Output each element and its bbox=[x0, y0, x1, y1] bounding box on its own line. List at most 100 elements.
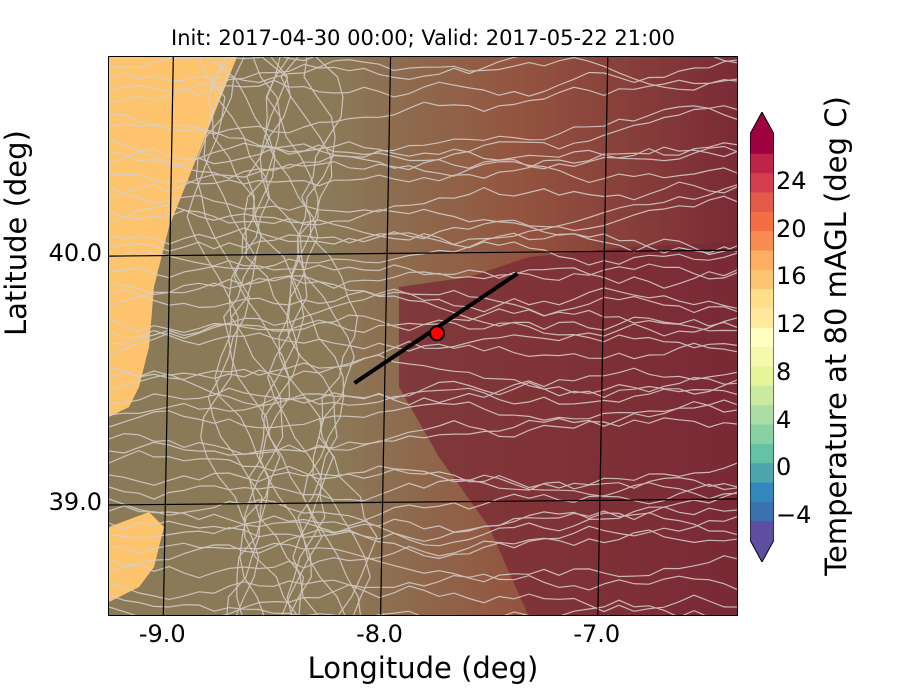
contour-line bbox=[109, 288, 737, 331]
contour-line bbox=[109, 317, 737, 380]
colorbar-segment bbox=[750, 482, 774, 502]
contour-line bbox=[109, 573, 737, 601]
contour-line bbox=[109, 476, 737, 502]
contour-line bbox=[109, 288, 737, 345]
colorbar-segment bbox=[750, 520, 774, 541]
contour-line bbox=[109, 319, 737, 356]
contour-line bbox=[109, 529, 737, 579]
contour-line bbox=[109, 105, 737, 179]
colorbar-segment bbox=[750, 404, 774, 425]
contour-line bbox=[109, 367, 737, 407]
contour-line bbox=[233, 57, 305, 615]
contour-line bbox=[246, 57, 323, 615]
plot-title: Init: 2017-04-30 00:00; Valid: 2017-05-2… bbox=[171, 26, 675, 50]
contour-line bbox=[109, 263, 737, 296]
colorbar-tick-label: 12 bbox=[776, 310, 807, 339]
contour-line bbox=[109, 154, 737, 200]
colorbar bbox=[750, 112, 774, 562]
colorbar-label: Temperature at 80 mAGL (deg C) bbox=[819, 96, 853, 576]
contour-line bbox=[301, 57, 378, 615]
colorbar-segment bbox=[750, 134, 774, 154]
map-panel[interactable] bbox=[108, 56, 738, 616]
contour-line bbox=[266, 57, 346, 615]
colorbar-segment bbox=[750, 501, 774, 522]
colorbar-tick-label: −4 bbox=[776, 501, 812, 530]
colorbar-extend-min bbox=[750, 540, 774, 562]
parallel-line bbox=[109, 498, 737, 506]
meridian-line bbox=[597, 57, 609, 615]
contour-line bbox=[109, 195, 737, 245]
colorbar-tick-label: 8 bbox=[776, 357, 792, 386]
contour-line bbox=[109, 276, 737, 313]
contour-line bbox=[297, 57, 371, 615]
contour-line bbox=[109, 491, 737, 547]
contour-line bbox=[109, 208, 737, 256]
colorbar-tick-label: 0 bbox=[776, 453, 792, 482]
colorbar-segment bbox=[750, 308, 774, 328]
contour-line bbox=[109, 138, 737, 162]
colorbar-segment bbox=[750, 443, 774, 464]
contour-line bbox=[109, 399, 737, 429]
contour-line bbox=[109, 506, 737, 566]
contour-line bbox=[280, 57, 361, 615]
contour-line bbox=[109, 516, 737, 560]
contour-line bbox=[109, 78, 737, 135]
contour-line bbox=[109, 594, 706, 615]
contour-line bbox=[259, 57, 326, 615]
colorbar-tick-label: 4 bbox=[776, 405, 792, 434]
contour-line bbox=[109, 146, 737, 187]
contour-line bbox=[109, 354, 737, 397]
parallel-line bbox=[109, 249, 737, 257]
contour-line bbox=[109, 584, 737, 615]
contour-line bbox=[109, 181, 737, 213]
contour-line bbox=[109, 379, 737, 406]
colorbar-extend-max bbox=[750, 112, 774, 134]
colorbar-segment bbox=[750, 269, 774, 290]
contour-line bbox=[109, 105, 737, 166]
colorbar-segment bbox=[750, 424, 774, 444]
contour-line bbox=[264, 57, 334, 615]
ocean-region-south bbox=[109, 512, 164, 602]
colorbar-segment bbox=[750, 211, 774, 232]
contour-line bbox=[109, 232, 737, 266]
colorbar-tick-label: 24 bbox=[776, 166, 807, 195]
colorbar-segment bbox=[750, 250, 774, 270]
y-tick-label: 40.0 bbox=[48, 239, 102, 268]
colorbar-segment bbox=[750, 327, 774, 348]
contour-line bbox=[109, 329, 737, 360]
colorbar-tick-label: 16 bbox=[776, 262, 807, 291]
colorbar-segment bbox=[750, 385, 774, 406]
graticule bbox=[109, 57, 737, 615]
contour-line bbox=[109, 462, 737, 489]
colorbar-segment bbox=[750, 462, 774, 483]
contour-line bbox=[210, 57, 298, 615]
colorbar-segment bbox=[750, 192, 774, 212]
contour-line bbox=[109, 400, 737, 456]
colorbar-segment bbox=[750, 153, 774, 174]
x-tick-label: -7.0 bbox=[573, 620, 621, 648]
y-tick-label: 39.0 bbox=[48, 488, 102, 516]
x-axis-label: Longitude (deg) bbox=[307, 651, 539, 685]
contour-line bbox=[109, 113, 737, 170]
contour-line bbox=[109, 542, 737, 583]
contour-line bbox=[203, 57, 270, 615]
contour-line bbox=[109, 57, 737, 91]
x-tick-label: -9.0 bbox=[138, 620, 186, 648]
meridian-line bbox=[379, 57, 392, 615]
colorbar-tick-label: 20 bbox=[776, 214, 807, 243]
meridian-line bbox=[162, 57, 174, 615]
east-warm-region bbox=[399, 242, 737, 615]
colorbar-segment bbox=[750, 366, 774, 386]
colorbar-segment bbox=[750, 172, 774, 193]
ocean-region bbox=[109, 57, 237, 417]
temperature-map bbox=[109, 57, 737, 615]
contour-line bbox=[243, 57, 313, 615]
cross-section-point bbox=[429, 325, 446, 342]
x-tick-label: -8.0 bbox=[356, 620, 403, 648]
contour-line bbox=[186, 57, 260, 615]
colorbar-segment bbox=[750, 230, 774, 251]
colorbar-segment bbox=[750, 288, 774, 309]
colorbar-segment bbox=[750, 346, 774, 367]
contour-line bbox=[109, 498, 737, 542]
y-axis-label: Latitude (deg) bbox=[0, 130, 33, 336]
